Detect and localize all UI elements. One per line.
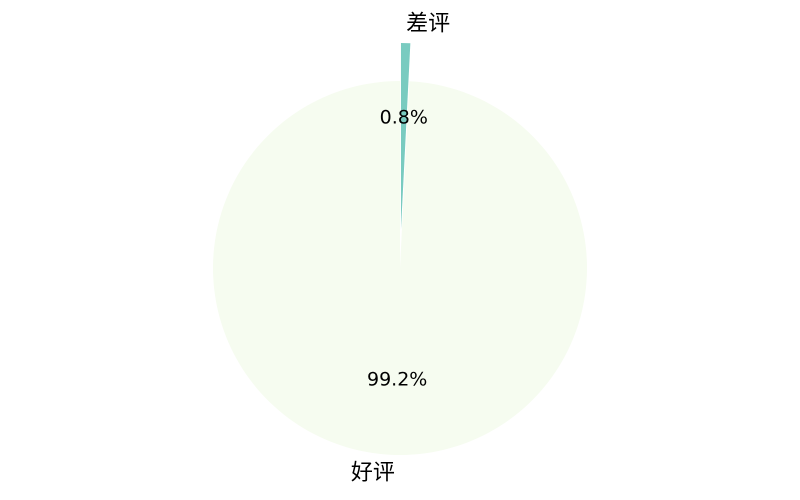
pie-slice-0 — [400, 43, 411, 231]
slice-label-0: 差评 — [406, 11, 450, 36]
pie-labels: 差评 0.8% 好评 99.2% — [351, 11, 450, 485]
slice-percent-1: 99.2% — [367, 369, 427, 391]
pie-slice-1 — [212, 81, 587, 456]
slice-percent-0: 0.8% — [380, 106, 428, 128]
pie-slices — [212, 43, 587, 456]
slice-label-1: 好评 — [351, 461, 395, 486]
